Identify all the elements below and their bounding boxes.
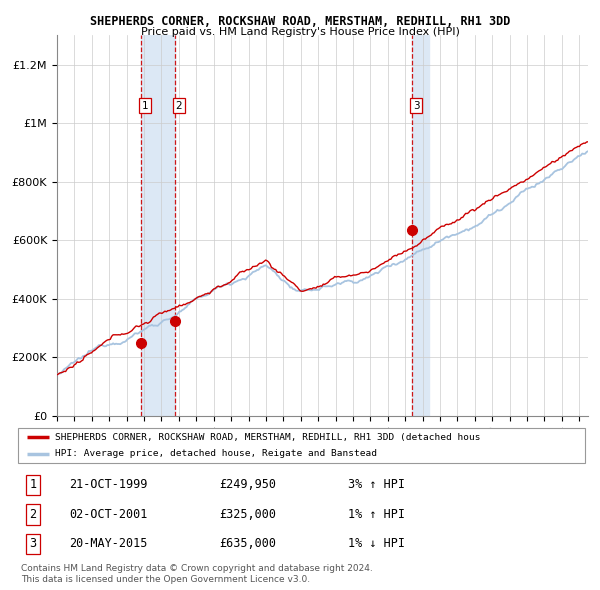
- Text: 21-OCT-1999: 21-OCT-1999: [69, 478, 148, 491]
- Bar: [412, 35, 429, 416]
- Text: 2: 2: [175, 101, 182, 111]
- Text: 3: 3: [413, 101, 419, 111]
- Text: 2: 2: [29, 508, 37, 521]
- Text: 20-MAY-2015: 20-MAY-2015: [69, 537, 148, 550]
- Text: 1% ↓ HPI: 1% ↓ HPI: [348, 537, 405, 550]
- Bar: [140, 35, 175, 416]
- Text: £635,000: £635,000: [219, 537, 276, 550]
- Text: 1% ↑ HPI: 1% ↑ HPI: [348, 508, 405, 521]
- Text: 3: 3: [29, 537, 37, 550]
- Text: 3% ↑ HPI: 3% ↑ HPI: [348, 478, 405, 491]
- Text: SHEPHERDS CORNER, ROCKSHAW ROAD, MERSTHAM, REDHILL, RH1 3DD (detached hous: SHEPHERDS CORNER, ROCKSHAW ROAD, MERSTHA…: [55, 433, 481, 442]
- Text: HPI: Average price, detached house, Reigate and Banstead: HPI: Average price, detached house, Reig…: [55, 449, 377, 458]
- Text: £249,950: £249,950: [219, 478, 276, 491]
- FancyBboxPatch shape: [18, 428, 585, 463]
- Text: Contains HM Land Registry data © Crown copyright and database right 2024.: Contains HM Land Registry data © Crown c…: [21, 565, 373, 573]
- Text: SHEPHERDS CORNER, ROCKSHAW ROAD, MERSTHAM, REDHILL, RH1 3DD: SHEPHERDS CORNER, ROCKSHAW ROAD, MERSTHA…: [90, 15, 510, 28]
- Text: This data is licensed under the Open Government Licence v3.0.: This data is licensed under the Open Gov…: [21, 575, 310, 584]
- Text: £325,000: £325,000: [219, 508, 276, 521]
- Text: 02-OCT-2001: 02-OCT-2001: [69, 508, 148, 521]
- Text: 1: 1: [29, 478, 37, 491]
- Text: 1: 1: [142, 101, 148, 111]
- Text: Price paid vs. HM Land Registry's House Price Index (HPI): Price paid vs. HM Land Registry's House …: [140, 27, 460, 37]
